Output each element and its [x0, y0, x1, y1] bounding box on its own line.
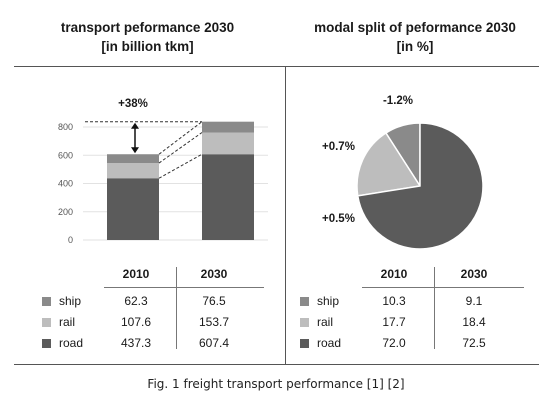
- bar-ship-2010: [107, 154, 159, 163]
- y-tick-label: 400: [58, 179, 73, 189]
- connector-line: [159, 132, 202, 163]
- legend-swatch-ship: [300, 297, 309, 306]
- table-value-cell: 17.7: [364, 313, 424, 331]
- table-value-cell: 72.5: [444, 334, 504, 352]
- table-value-cell: 72.0: [364, 334, 424, 352]
- legend-swatch-rail: [300, 318, 309, 327]
- table-header-cell: 2030: [444, 265, 504, 283]
- table-value-cell: 62.3: [106, 292, 166, 310]
- table-row: rail 107.6 153.7: [42, 313, 272, 331]
- figure-caption: Fig. 1 freight transport performance [1]…: [0, 377, 552, 391]
- table-row: road 72.0 72.5: [300, 334, 530, 352]
- table-row-label: road: [317, 334, 341, 352]
- growth-arrow-head-up: [131, 123, 139, 129]
- table-value-cell: 607.4: [184, 334, 244, 352]
- legend-swatch-road: [42, 339, 51, 348]
- table-value-cell: 153.7: [184, 313, 244, 331]
- table-header-row: 2010 2030: [300, 265, 530, 283]
- y-tick-label: 600: [58, 150, 73, 160]
- bar-road-2010: [107, 178, 159, 240]
- legend-swatch-rail: [42, 318, 51, 327]
- y-tick-label: 200: [58, 207, 73, 217]
- table-row: ship 62.3 76.5: [42, 292, 272, 310]
- table-header-separator: [362, 287, 524, 288]
- growth-annotation: +38%: [118, 98, 148, 110]
- y-tick-label: 0: [68, 235, 73, 245]
- bar-rail-2010: [107, 163, 159, 178]
- right-data-table: 2010 2030 ship 10.3 9.1 rail 17.7 18.4 road 72.0 7…: [300, 265, 530, 365]
- pie-change-label-rail: +0.7%: [322, 141, 355, 153]
- table-row: ship 10.3 9.1: [300, 292, 530, 310]
- table-header-cell: 2010: [364, 265, 424, 283]
- table-value-cell: 437.3: [106, 334, 166, 352]
- table-row: road 437.3 607.4: [42, 334, 272, 352]
- pie-change-label-road: +0.5%: [322, 213, 355, 225]
- legend-swatch-road: [300, 339, 309, 348]
- table-value-cell: 76.5: [184, 292, 244, 310]
- growth-arrow-head-down: [131, 147, 139, 153]
- table-header-cell: 2010: [106, 265, 166, 283]
- connector-line: [159, 154, 202, 178]
- table-row-label: rail: [59, 313, 75, 331]
- bar-ship-2030: [202, 122, 254, 133]
- table-row-label: ship: [59, 292, 81, 310]
- left-data-table: 2010 2030 ship 62.3 76.5 rail 107.6 153.7 road 43…: [42, 265, 272, 365]
- bar-road-2030: [202, 154, 254, 240]
- legend-swatch-ship: [42, 297, 51, 306]
- table-row-label: rail: [317, 313, 333, 331]
- table-header-cell: 2030: [184, 265, 244, 283]
- table-value-cell: 9.1: [444, 292, 504, 310]
- table-row-label: road: [59, 334, 83, 352]
- table-value-cell: 107.6: [106, 313, 166, 331]
- pie-change-label-ship: -1.2%: [383, 95, 413, 107]
- bar-rail-2030: [202, 132, 254, 154]
- table-header-row: 2010 2030: [42, 265, 272, 283]
- table-value-cell: 10.3: [364, 292, 424, 310]
- table-value-cell: 18.4: [444, 313, 504, 331]
- table-row-label: ship: [317, 292, 339, 310]
- table-header-separator: [104, 287, 264, 288]
- table-row: rail 17.7 18.4: [300, 313, 530, 331]
- y-tick-label: 800: [58, 122, 73, 132]
